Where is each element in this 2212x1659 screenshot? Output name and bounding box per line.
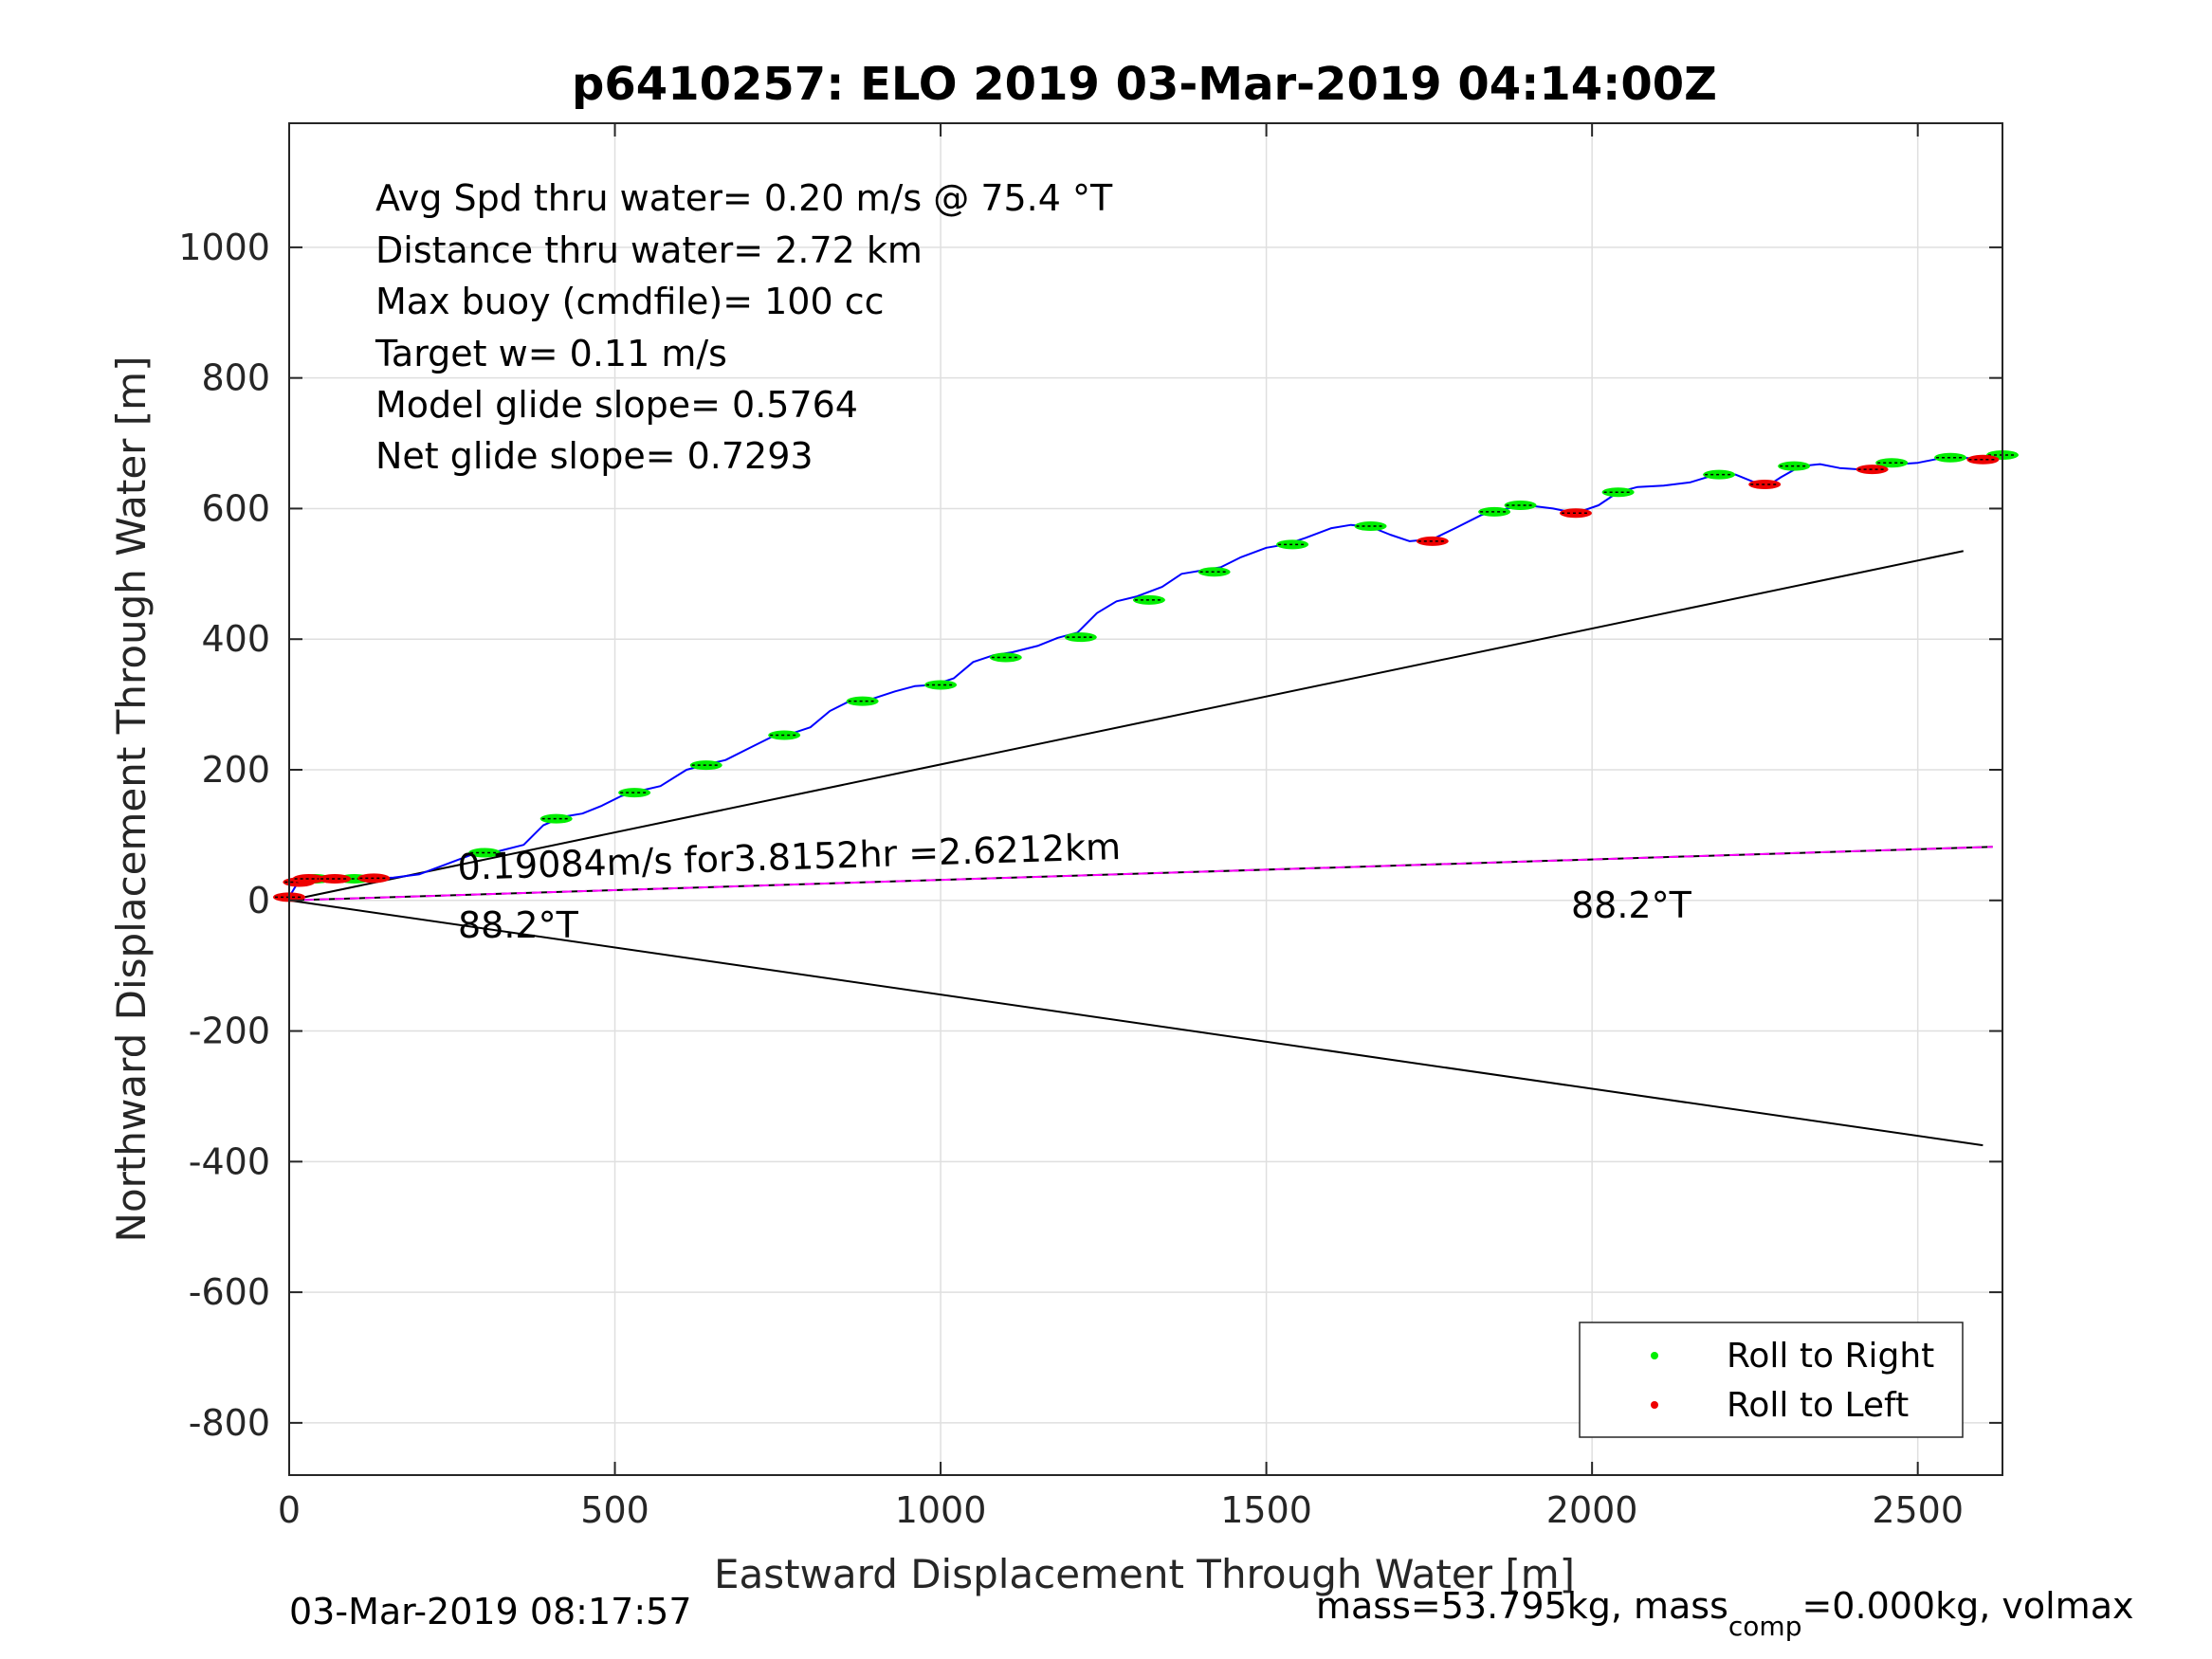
reference-lines [288, 550, 1993, 1147]
y-axis-label: Northward Displacement Through Water [m] [108, 356, 155, 1243]
mean-drift-dashed-line [288, 846, 1993, 902]
stats-box: Avg Spd thru water= 0.20 m/s @ 75.4 °T D… [375, 177, 1113, 477]
y-tick-label: -400 [189, 1140, 270, 1182]
legend-marker-roll-right [1651, 1352, 1658, 1359]
y-tick-label: 0 [247, 880, 270, 921]
x-axis-label: Eastward Displacement Through Water [m] [714, 1551, 1575, 1597]
heading-annotation-right: 88.2°T [1571, 884, 1692, 926]
footer-mass-part1: mass=53.795kg, mass [1316, 1585, 1728, 1627]
roll-markers [273, 449, 2019, 902]
y-tick-label: 1000 [178, 227, 270, 268]
y-tick-label: 800 [201, 357, 270, 399]
footer-mass-subscript: comp [1728, 1611, 1802, 1642]
footer-mass-part2: =0.000kg, volmax [1801, 1585, 2133, 1627]
stat-max-buoy: Max buoy (cmdfile)= 100 cc [375, 281, 885, 322]
legend-box [1579, 1322, 1964, 1438]
reference-line [288, 899, 1983, 1147]
legend: Roll to Right Roll to Left [1579, 1322, 1964, 1438]
axis-ticks: 0 500 1000 1500 2000 2500 -800 -600 -400 -200 0 200… [178, 123, 2002, 1531]
x-tick-label: 0 [278, 1489, 301, 1531]
x-tick-label: 2500 [1872, 1489, 1964, 1531]
x-tick-label: 1500 [1220, 1489, 1312, 1531]
y-tick-label: -200 [189, 1011, 270, 1052]
stat-avg-speed: Avg Spd thru water= 0.20 m/s @ 75.4 °T [375, 177, 1113, 219]
grid-lines [288, 123, 2002, 1475]
stat-target-w: Target w= 0.11 m/s [375, 333, 727, 374]
x-tick-label: 2000 [1546, 1489, 1638, 1531]
stat-model-glide-slope: Model glide slope= 0.5764 [375, 384, 858, 426]
y-tick-label: 600 [201, 487, 270, 529]
legend-label-roll-left: Roll to Left [1727, 1386, 1909, 1425]
y-tick-label: 200 [201, 749, 270, 791]
stat-distance: Distance thru water= 2.72 km [375, 229, 923, 271]
roll-right-marker [468, 848, 502, 858]
footer-timestamp: 03-Mar-2019 08:17:57 [289, 1591, 692, 1632]
x-tick-label: 1000 [895, 1489, 987, 1531]
y-tick-label: -600 [189, 1271, 270, 1313]
heading-annotation-left: 88.2°T [458, 904, 579, 946]
legend-marker-roll-left [1651, 1401, 1658, 1409]
axes-box [288, 122, 2003, 1476]
plot-area [289, 123, 2002, 1475]
y-tick-label: -800 [189, 1402, 270, 1444]
stat-net-glide-slope: Net glide slope= 0.7293 [375, 435, 814, 477]
chart-title: p6410257: ELO 2019 03-Mar-2019 04:14:00Z [572, 58, 1717, 111]
footer-mass-info: mass=53.795kg, masscomp=0.000kg, volmax [1316, 1585, 2133, 1642]
legend-label-roll-right: Roll to Right [1727, 1337, 1934, 1376]
x-tick-label: 500 [580, 1489, 649, 1531]
y-tick-label: 400 [201, 618, 270, 660]
reference-line [288, 550, 1964, 902]
